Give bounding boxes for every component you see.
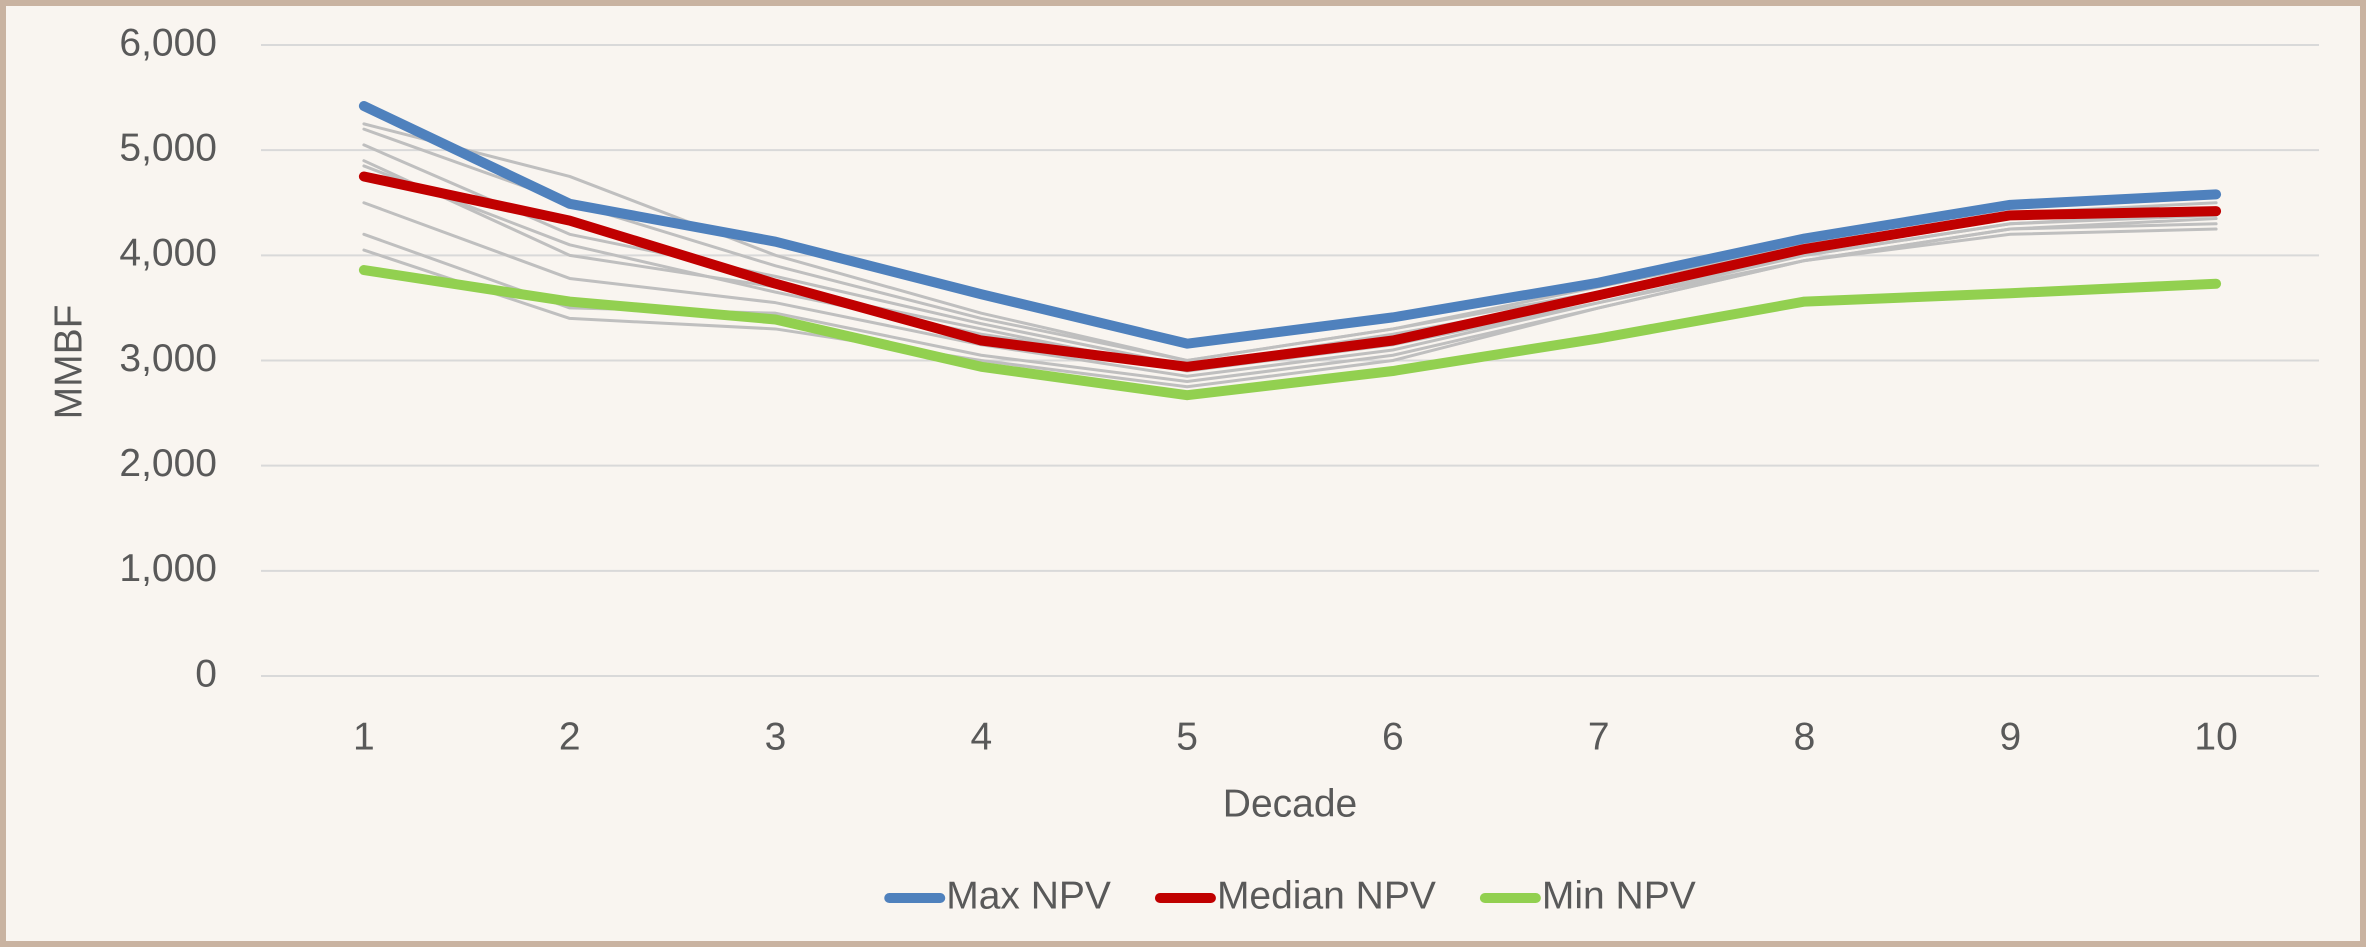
x-tick-label: 1	[353, 715, 375, 758]
x-tick-label: 6	[1382, 715, 1404, 758]
legend-label: Max NPV	[946, 874, 1111, 917]
y-tick-label: 6,000	[119, 21, 217, 64]
y-tick-label: 3,000	[119, 337, 217, 380]
x-tick-label: 9	[1999, 715, 2021, 758]
x-tick-label: 5	[1176, 715, 1198, 758]
x-tick-label: 8	[1794, 715, 1816, 758]
legend-label: Min NPV	[1542, 874, 1696, 917]
y-tick-label: 1,000	[119, 547, 217, 590]
series-line	[358, 171, 2222, 372]
series-line	[358, 100, 2222, 349]
y-tick-label: 5,000	[119, 126, 217, 169]
y-tick-label: 2,000	[119, 442, 217, 485]
x-axis-title: Decade	[1223, 782, 1357, 825]
x-tick-label: 4	[970, 715, 992, 758]
series-line	[358, 265, 2222, 401]
x-tick-label: 10	[2194, 715, 2237, 758]
scenario-line	[362, 222, 2218, 389]
y-tick-label: 4,000	[119, 232, 217, 275]
x-tick-label: 7	[1588, 715, 1610, 758]
legend-label: Median NPV	[1217, 874, 1436, 917]
x-tick-label: 3	[765, 715, 787, 758]
y-axis-title: MMBF	[47, 305, 90, 420]
scenario-line	[362, 201, 2218, 378]
y-tick-label: 0	[195, 652, 217, 695]
x-tick-label: 2	[559, 715, 581, 758]
